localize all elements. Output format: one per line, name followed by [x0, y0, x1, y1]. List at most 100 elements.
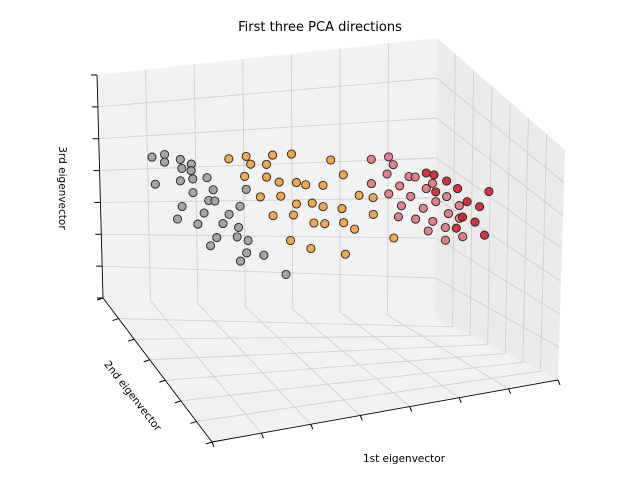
scatter-point [427, 178, 438, 188]
scatter-point [285, 235, 296, 246]
scatter-point [396, 201, 406, 211]
scatter-point [462, 197, 472, 207]
axis-ticks [91, 74, 561, 448]
scatter-point [423, 226, 433, 236]
grid-line [134, 335, 471, 340]
scatter-point [242, 248, 252, 258]
y-axis-tick [190, 420, 197, 424]
grid-line [98, 117, 437, 140]
scatter-point [175, 154, 185, 164]
scatter-point [160, 149, 170, 160]
x-axis-tick [211, 441, 215, 448]
scatter-point [368, 193, 378, 203]
grid-lines [97, 43, 565, 434]
chart-title: First three PCA directions [238, 20, 402, 35]
x-axis-tick [557, 379, 561, 386]
y-axis-tick [127, 338, 135, 342]
grid-line [244, 306, 361, 416]
scatter-point [177, 201, 187, 212]
grid-line [435, 157, 563, 249]
scatter-point [443, 209, 453, 219]
scatter-point [451, 223, 461, 233]
right-pane [435, 38, 565, 380]
grid-line [436, 77, 565, 184]
scatter-point [442, 192, 452, 202]
grid-line [487, 85, 493, 345]
scatter-point [320, 219, 330, 229]
scatter-point [307, 198, 317, 208]
grid-line [292, 309, 411, 407]
scatter-point [484, 186, 494, 197]
scatter-point [395, 181, 405, 191]
scatter-point [366, 154, 376, 164]
scatter-point [410, 172, 420, 182]
y-axis-tick [174, 400, 182, 404]
scatter-point [428, 216, 438, 226]
scatter-point [274, 177, 284, 187]
grid-line [435, 237, 561, 315]
scatter-point [326, 155, 336, 165]
scatter-point [240, 171, 250, 181]
scatter-point [384, 152, 394, 162]
scatter-point [150, 179, 160, 189]
scatter-point [186, 166, 196, 176]
grid-line [145, 69, 151, 301]
scatter-point [235, 256, 246, 266]
scatter-point [318, 202, 328, 212]
floor-pane [103, 298, 558, 442]
grid-line [97, 77, 437, 108]
scatter-point [206, 241, 216, 251]
scatter-point [431, 187, 441, 197]
scatter-point [339, 218, 349, 228]
scatter-point [243, 235, 253, 246]
scatter-point [429, 170, 439, 180]
scatter-point [457, 212, 468, 222]
scatter-point [235, 201, 245, 211]
scatter-point [306, 243, 316, 254]
scatter-point [268, 211, 278, 221]
scatter-point [259, 250, 269, 260]
scatter-point [340, 249, 350, 259]
scatter-point [418, 203, 428, 213]
grid-line [435, 197, 562, 282]
scatter-point [382, 169, 392, 179]
scatter-point [393, 212, 403, 222]
y-axis-tick [143, 359, 150, 363]
grid-line [196, 370, 541, 422]
scatter-point [368, 209, 378, 219]
x-axis-label: 1st eigenvector [363, 453, 446, 465]
grid-line [539, 133, 548, 372]
scatter-point [470, 217, 480, 227]
scatter-point [388, 160, 398, 170]
scatter-point [224, 209, 234, 219]
scatter-point [218, 219, 228, 229]
scatter-point [440, 235, 451, 245]
scatter-point [454, 201, 464, 211]
scatter-point [255, 192, 265, 202]
scatter-point [384, 189, 394, 199]
grid-line [387, 314, 509, 390]
grid-line [436, 117, 564, 217]
scatter-point [286, 149, 297, 159]
scatter-point [268, 150, 278, 160]
grid-line [150, 300, 262, 434]
scatter-point [479, 230, 490, 240]
scatter-point [309, 218, 319, 228]
scatter-point [475, 202, 485, 212]
axis-lines [96, 74, 559, 443]
scatter-points [147, 149, 494, 279]
scatter-point [199, 208, 209, 218]
scatter-point [389, 233, 399, 243]
scatter-point [234, 222, 244, 232]
scatter-point [421, 184, 431, 194]
grid-line [435, 277, 560, 348]
scatter-point [440, 222, 450, 233]
scatter-point [246, 159, 256, 169]
x-axis-line [211, 379, 559, 443]
scatter-point [175, 176, 185, 186]
scatter-point [442, 176, 452, 186]
grid-line [180, 361, 523, 402]
z-axis-line [96, 74, 104, 299]
scatter-point [261, 159, 272, 169]
grid-line [101, 233, 436, 239]
